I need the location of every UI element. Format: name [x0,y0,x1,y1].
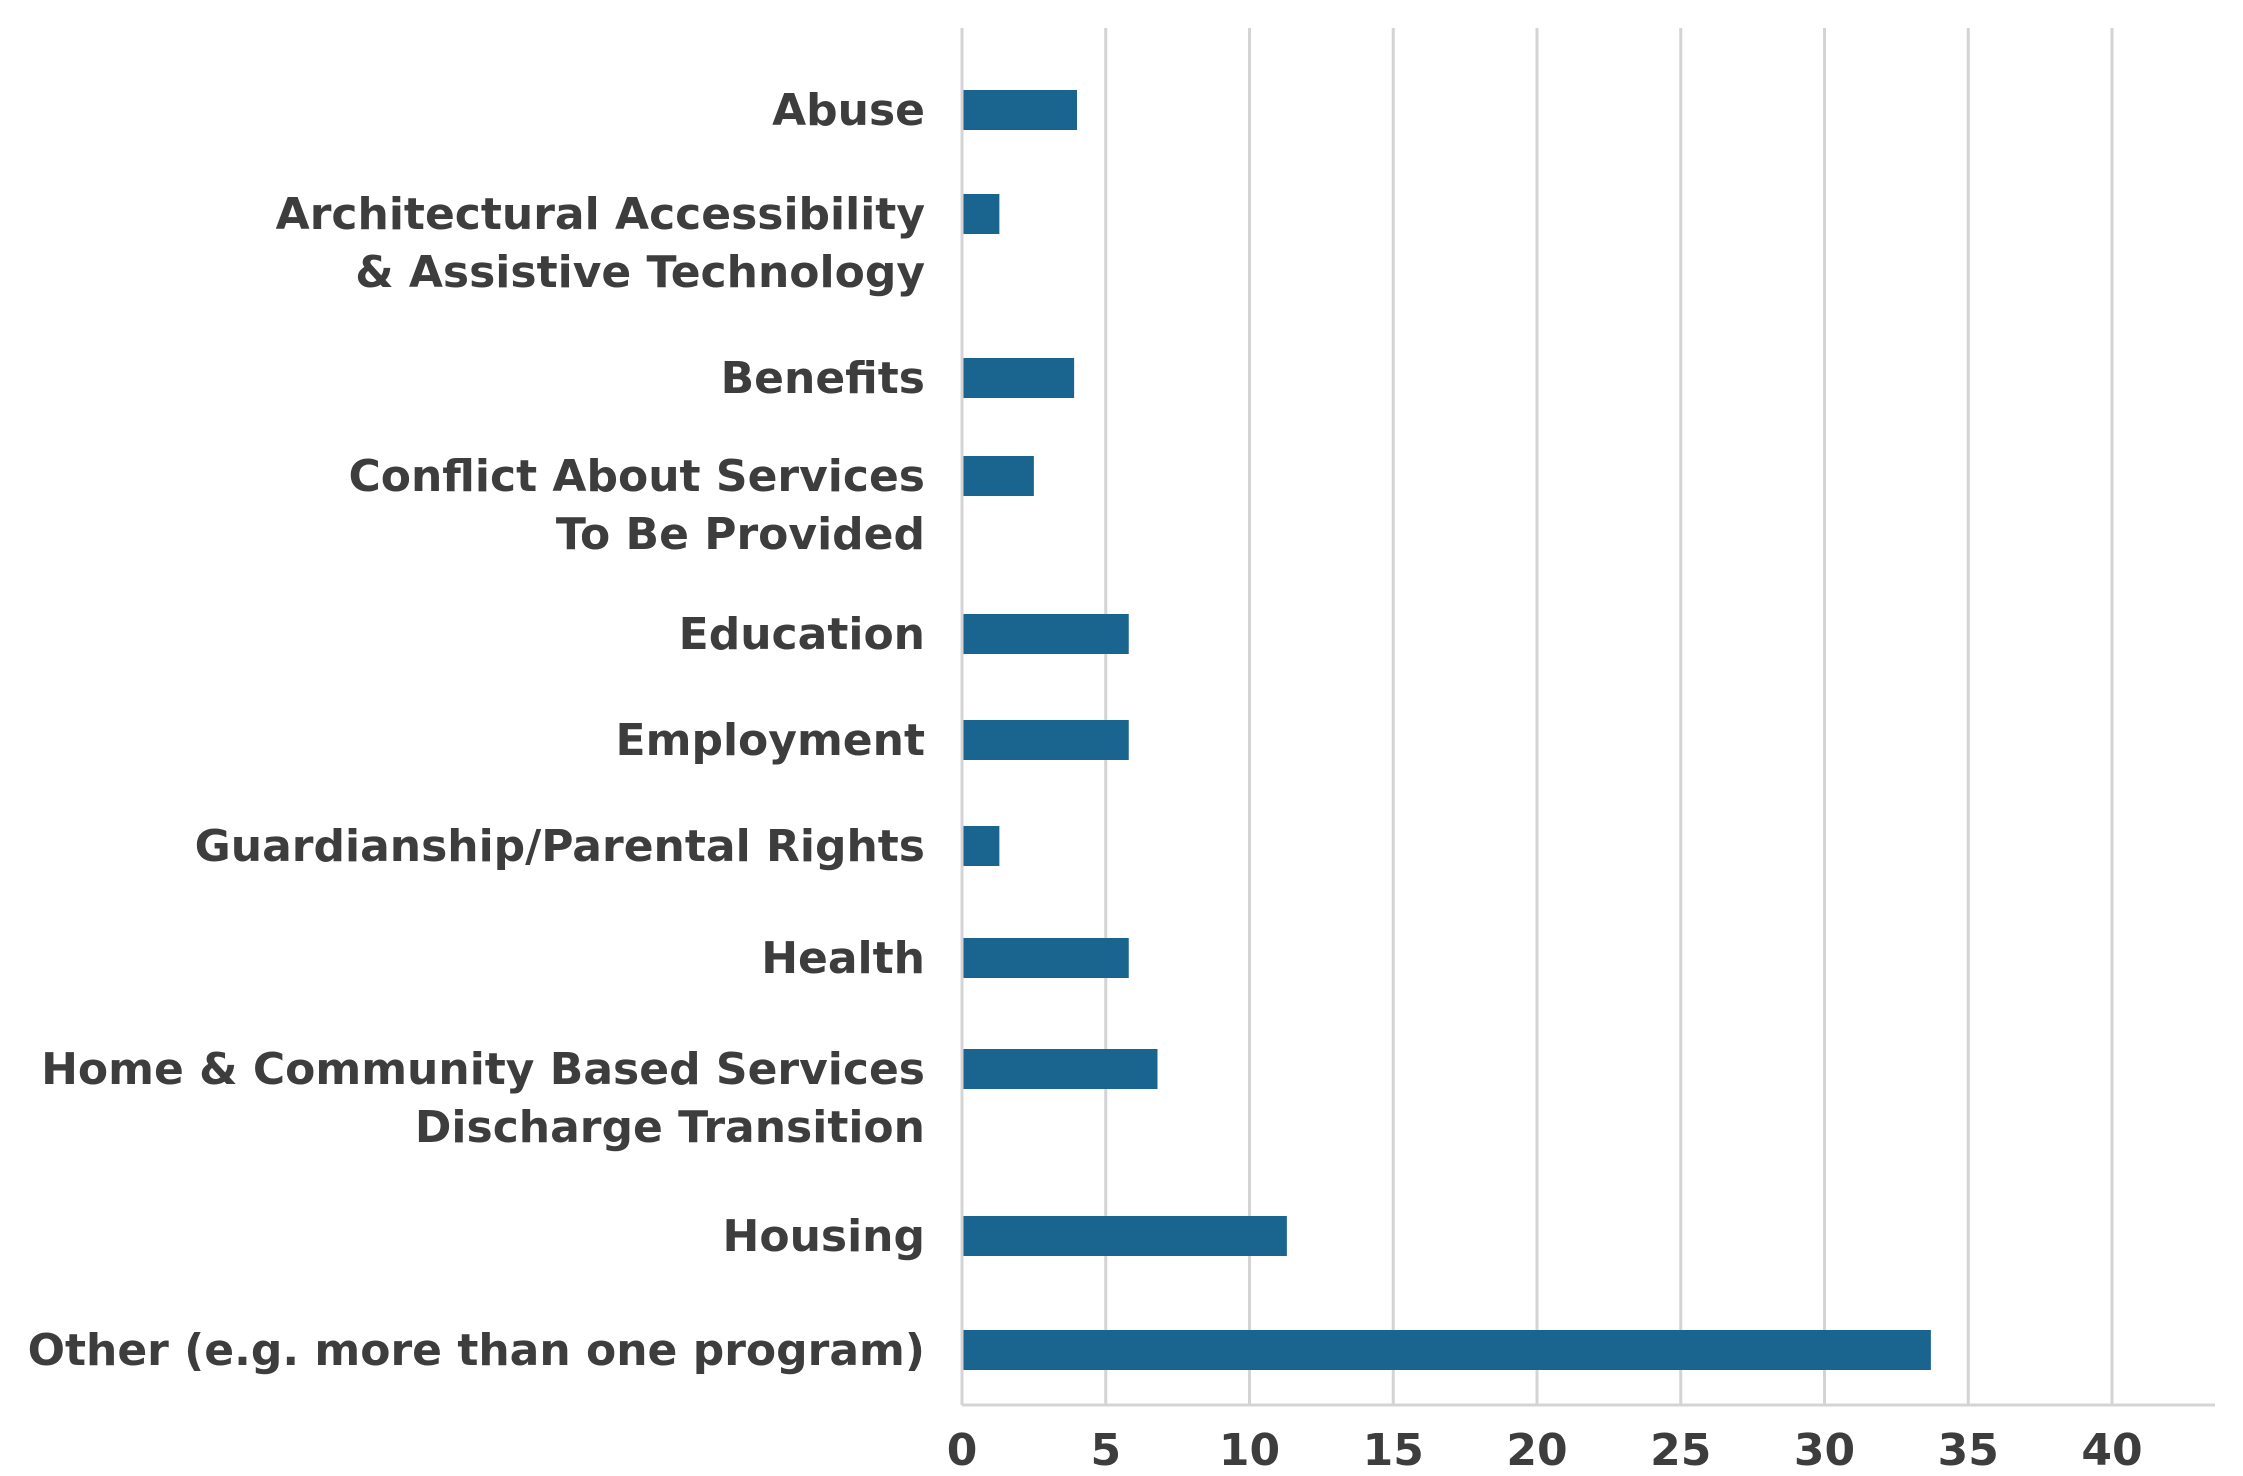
category-label: Employment [616,715,925,766]
category-label: Other (e.g. more than one program) [28,1325,925,1376]
x-tick-label: 0 [947,1425,978,1476]
x-tick-labels: 0 5 10 15 20 25 30 35 40 [947,1425,2143,1476]
category-label: & Assistive Technology [355,247,925,298]
category-label: Abuse [772,85,925,136]
x-tick-label: 35 [1938,1425,1999,1476]
category-label: To Be Provided [556,509,925,560]
bar [962,938,1129,978]
category-labels: Abuse Architectural Accessibility & Assist… [28,85,925,1376]
bar [962,358,1075,398]
bar [962,90,1077,130]
category-label: Home & Community Based Services [41,1044,925,1095]
bars [962,90,1931,1370]
category-label: Benefits [721,353,925,404]
x-tick-label: 25 [1650,1425,1711,1476]
x-tick-label: 40 [2081,1425,2142,1476]
category-label: Education [679,609,925,660]
bar [962,720,1129,760]
category-label: Guardianship/Parental Rights [195,821,925,872]
category-label: Discharge Transition [415,1102,925,1153]
bar [962,826,1000,866]
x-tick-label: 15 [1363,1425,1424,1476]
x-tick-label: 10 [1219,1425,1280,1476]
category-label: Architectural Accessibility [276,189,925,240]
category-label: Health [761,933,925,984]
bar [962,1216,1287,1256]
bar [962,1330,1931,1370]
category-label: Housing [723,1211,925,1262]
bar [962,614,1129,654]
bar [962,456,1034,496]
category-label: Conflict About Services [348,451,925,502]
x-tick-label: 20 [1506,1425,1567,1476]
bar [962,194,1000,234]
x-tick-label: 30 [1794,1425,1855,1476]
bar [962,1049,1158,1089]
x-tick-label: 5 [1090,1425,1121,1476]
gridlines [1104,28,2114,1405]
